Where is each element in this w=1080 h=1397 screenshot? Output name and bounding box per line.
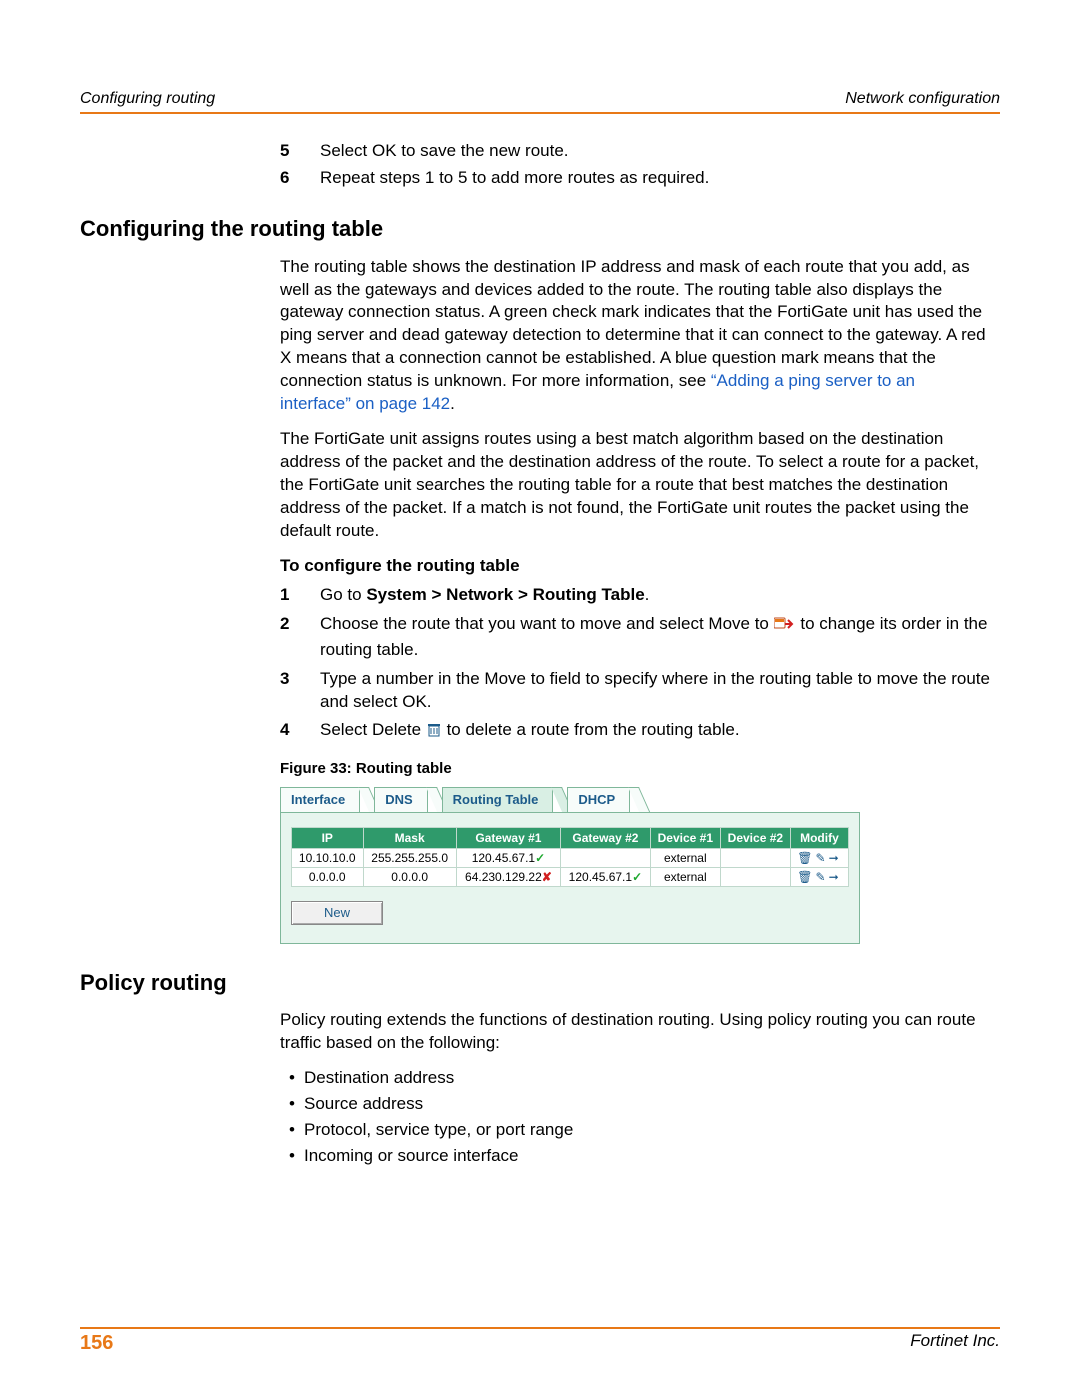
figure-caption: Figure 33: Routing table	[280, 759, 990, 779]
step-3: 3 Type a number in the Move to field to …	[280, 668, 990, 714]
bullet-list: Destination address Source address Proto…	[280, 1067, 990, 1168]
move-icon[interactable]: ➞	[829, 870, 842, 884]
paragraph: The routing table shows the destination …	[280, 256, 990, 417]
tab-interface[interactable]: Interface	[280, 787, 360, 812]
footer-company: Fortinet Inc.	[910, 1330, 1000, 1357]
step-text: Repeat steps 1 to 5 to add more routes a…	[320, 167, 990, 190]
tab-routing-table[interactable]: Routing Table	[442, 787, 554, 812]
table-row: 0.0.0.0 0.0.0.0 64.230.129.22✘ 120.45.67…	[292, 868, 849, 887]
col-mask: Mask	[363, 827, 456, 848]
status-ok-icon: ✓	[632, 870, 642, 884]
step-text: Go to System > Network > Routing Table.	[320, 584, 990, 607]
header-rule	[80, 112, 1000, 114]
move-icon[interactable]: ➞	[829, 851, 842, 865]
step-4: 4 Select Delete to delete a route from t…	[280, 719, 990, 745]
list-item: Source address	[280, 1093, 990, 1116]
new-button[interactable]: New	[291, 901, 383, 925]
running-head-left: Configuring routing	[80, 88, 215, 110]
menu-path: System > Network > Routing Table	[366, 585, 644, 604]
page-number: 156	[80, 1330, 113, 1357]
step-5: 5 Select OK to save the new route.	[280, 140, 990, 163]
status-ok-icon: ✓	[535, 851, 545, 865]
step-number: 1	[280, 584, 320, 607]
delete-icon[interactable]: 🗑	[797, 851, 815, 865]
routing-table-screenshot: Interface DNS Routing Table DHCP IP Mask…	[280, 786, 860, 944]
paragraph-text: .	[450, 394, 455, 413]
section-heading-configuring: Configuring the routing table	[80, 214, 1000, 244]
tab-dhcp[interactable]: DHCP	[567, 787, 630, 812]
step-text: Select Delete to delete a route from the…	[320, 719, 990, 745]
col-gw1: Gateway #1	[456, 827, 560, 848]
footer-rule	[80, 1327, 1000, 1329]
step-number: 4	[280, 719, 320, 745]
move-to-icon	[774, 616, 796, 639]
subheading: To configure the routing table	[280, 555, 990, 578]
paragraph: Policy routing extends the functions of …	[280, 1009, 990, 1055]
step-1: 1 Go to System > Network > Routing Table…	[280, 584, 990, 607]
col-ip: IP	[292, 827, 364, 848]
list-item: Incoming or source interface	[280, 1145, 990, 1168]
routing-table: IP Mask Gateway #1 Gateway #2 Device #1 …	[291, 827, 849, 888]
step-text: Select OK to save the new route.	[320, 140, 990, 163]
step-number: 3	[280, 668, 320, 714]
step-number: 5	[280, 140, 320, 163]
edit-icon[interactable]: ✎	[816, 870, 829, 884]
list-item: Protocol, service type, or port range	[280, 1119, 990, 1142]
tab-strip: Interface DNS Routing Table DHCP	[280, 786, 860, 813]
delete-icon	[426, 722, 442, 745]
step-number: 6	[280, 167, 320, 190]
delete-icon[interactable]: 🗑	[797, 870, 815, 884]
status-bad-icon: ✘	[542, 870, 552, 884]
edit-icon[interactable]: ✎	[816, 851, 829, 865]
step-2: 2 Choose the route that you want to move…	[280, 613, 990, 662]
col-dev2: Device #2	[720, 827, 790, 848]
paragraph: The FortiGate unit assigns routes using …	[280, 428, 990, 543]
modify-actions[interactable]: 🗑✎➞	[790, 868, 848, 887]
running-head-right: Network configuration	[845, 88, 1000, 110]
step-text: Choose the route that you want to move a…	[320, 613, 990, 662]
modify-actions[interactable]: 🗑✎➞	[790, 848, 848, 867]
col-dev1: Device #1	[650, 827, 720, 848]
section-heading-policy-routing: Policy routing	[80, 968, 1000, 998]
step-text: Type a number in the Move to field to sp…	[320, 668, 990, 714]
tab-dns[interactable]: DNS	[374, 787, 427, 812]
step-number: 2	[280, 613, 320, 662]
table-row: 10.10.10.0 255.255.255.0 120.45.67.1✓ ex…	[292, 848, 849, 867]
step-6: 6 Repeat steps 1 to 5 to add more routes…	[280, 167, 990, 190]
col-gw2: Gateway #2	[561, 827, 651, 848]
list-item: Destination address	[280, 1067, 990, 1090]
col-modify: Modify	[790, 827, 848, 848]
